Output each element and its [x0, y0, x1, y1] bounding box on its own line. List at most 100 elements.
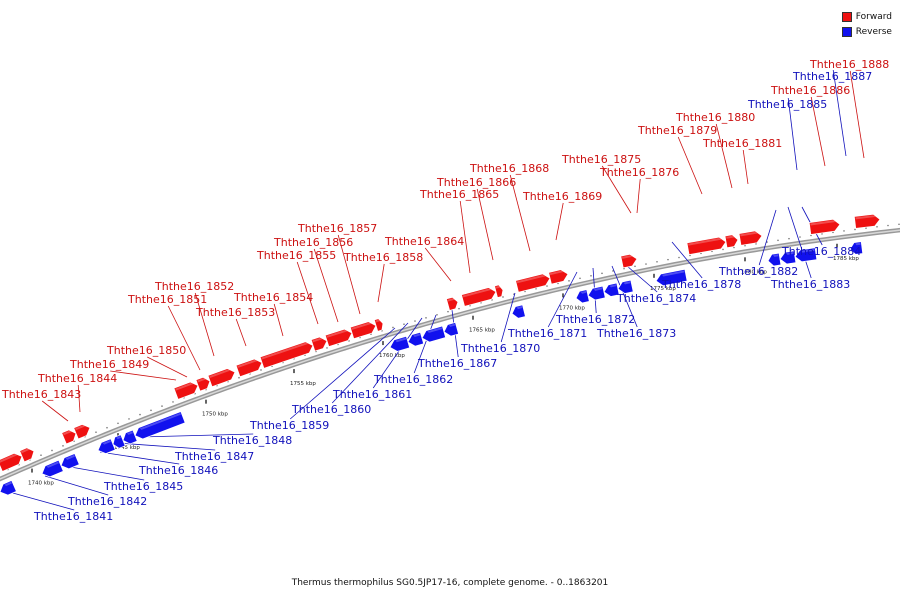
- forward-gene-label: Ththe16_1886: [770, 84, 850, 97]
- minor-dot: [832, 231, 834, 234]
- leader-line: [787, 97, 798, 171]
- genome-backbone: [0, 229, 900, 480]
- minor-dot: [810, 234, 812, 237]
- minor-dot: [326, 347, 328, 349]
- forward-gene-label: Ththe16_1858: [343, 251, 423, 264]
- forward-gene: [808, 218, 841, 235]
- leader-line: [742, 149, 749, 185]
- minor-dot: [579, 277, 581, 280]
- minor-dot: [689, 254, 691, 257]
- reverse-gene: [655, 268, 688, 287]
- forward-gene-label: Ththe16_1876: [599, 166, 679, 179]
- minor-dot: [425, 317, 427, 319]
- legend-label-reverse: Reverse: [855, 26, 892, 37]
- minor-dot: [777, 239, 779, 242]
- leader-line: [147, 356, 188, 378]
- gene-arrows: [0, 213, 881, 496]
- forward-gene: [61, 429, 77, 445]
- leader-line: [849, 70, 865, 159]
- minor-dot: [40, 454, 42, 456]
- forward-gene-label: Ththe16_1856: [273, 236, 353, 249]
- leader-line: [459, 200, 471, 274]
- gene-labels: Ththe16_1843Ththe16_1844Ththe16_1849Thth…: [1, 58, 889, 523]
- leader-line: [139, 433, 254, 438]
- forward-gene: [324, 328, 353, 348]
- legend: Forward Reverse: [841, 9, 892, 39]
- forward-gene-label: Ththe16_1850: [106, 344, 186, 357]
- leader-line: [313, 248, 339, 323]
- minor-dot: [414, 320, 416, 322]
- forward-gene: [853, 213, 881, 229]
- tick-label: 1740 kbp: [28, 481, 54, 487]
- forward-gene: [445, 296, 459, 311]
- forward-gene: [207, 368, 236, 388]
- minor-dot: [876, 225, 878, 228]
- minor-dot: [590, 275, 592, 277]
- legend-item-reverse: Reverse: [841, 24, 892, 39]
- reverse-gene: [60, 452, 80, 470]
- forward-gene-label: Ththe16_1864: [384, 235, 464, 248]
- minor-dot: [139, 413, 141, 416]
- label-leaders: [1, 69, 865, 511]
- reverse-gene-label: Ththe16_1878: [661, 278, 741, 291]
- reverse-gene: [587, 285, 606, 301]
- minor-dot: [733, 246, 735, 249]
- leader-line: [377, 263, 385, 303]
- reverse-gene-label: Ththe16_1872: [555, 313, 635, 326]
- forward-gene-label: Ththe16_1875: [561, 153, 641, 166]
- leader-line: [64, 465, 145, 481]
- forward-gene: [0, 452, 23, 473]
- reverse-gene-label: Ththe16_1859: [249, 419, 329, 432]
- leader-line: [715, 123, 733, 189]
- leader-line: [758, 209, 777, 266]
- reverse-gene: [421, 325, 447, 343]
- leader-line: [601, 165, 632, 214]
- reverse-gene-label: Ththe16_1885: [747, 98, 827, 111]
- reverse-gene: [0, 479, 17, 496]
- reverse-gene: [511, 304, 526, 319]
- tick-label: 1760 kbp: [379, 353, 405, 359]
- minor-dot: [238, 376, 240, 379]
- tick-label: 1780 kbp: [741, 269, 767, 275]
- forward-gene: [310, 336, 328, 352]
- minor-dot: [667, 258, 669, 261]
- forward-gene: [620, 253, 638, 269]
- leader-line: [413, 314, 437, 374]
- minor-dot: [843, 230, 845, 232]
- minor-dot: [62, 445, 64, 447]
- forward-gene-label: Ththe16_1852: [154, 280, 234, 293]
- leader-line: [500, 292, 516, 343]
- forward-gene-label: Ththe16_1881: [702, 137, 782, 150]
- genome-axis: [0, 223, 900, 482]
- reverse-gene: [794, 247, 818, 263]
- minor-dot: [601, 272, 603, 275]
- forward-swatch: [841, 11, 852, 22]
- forward-gene-label: Ththe16_1868: [469, 162, 549, 175]
- reverse-gene: [41, 459, 64, 478]
- reverse-gene-label: Ththe16_1884: [781, 245, 861, 258]
- minor-dot: [106, 426, 108, 429]
- forward-gene-label: Ththe16_1888: [809, 58, 889, 71]
- leader-line: [787, 206, 812, 279]
- forward-gene-label: Ththe16_1857: [297, 222, 377, 235]
- leader-line: [99, 451, 180, 465]
- minor-dot: [755, 243, 757, 245]
- legend-item-forward: Forward: [841, 9, 892, 24]
- forward-gene: [19, 447, 35, 463]
- forward-gene-label: Ththe16_1843: [1, 388, 81, 401]
- minor-dot: [117, 422, 119, 425]
- reverse-gene: [122, 429, 138, 445]
- minor-dot: [403, 323, 405, 326]
- tick-label: 1785 kbp: [833, 256, 859, 262]
- reverse-gene: [849, 241, 864, 255]
- reverse-gene: [112, 434, 126, 449]
- map-caption: Thermus thermophilus SG0.5JP17-16, compl…: [291, 578, 609, 588]
- minor-dot: [546, 285, 548, 287]
- leader-line: [116, 442, 216, 451]
- leader-line: [44, 475, 109, 496]
- forward-gene: [724, 234, 739, 249]
- leader-line: [235, 318, 247, 347]
- forward-gene-label: Ththe16_1844: [37, 372, 117, 385]
- minor-dot: [854, 228, 856, 231]
- minor-dot: [788, 237, 790, 240]
